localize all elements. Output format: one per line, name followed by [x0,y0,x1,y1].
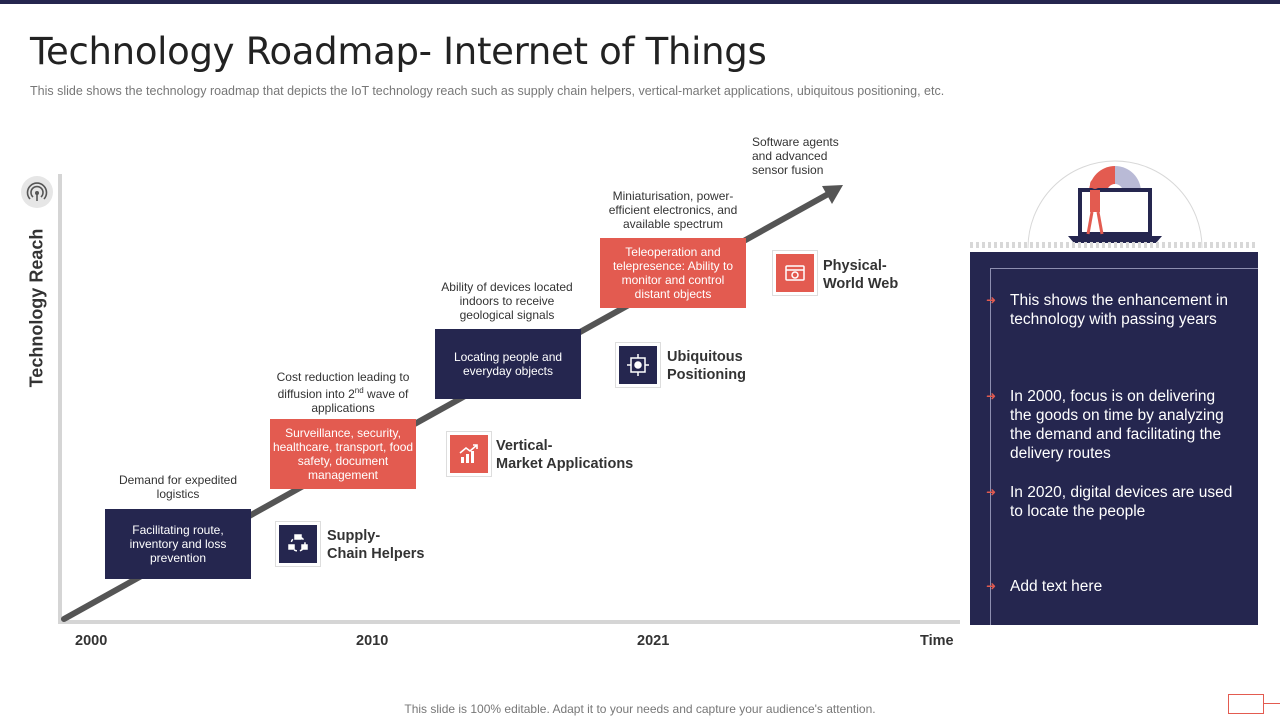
panel-dotted-border [970,242,1258,248]
milestone-vertical-market-line1: Vertical- [496,438,553,454]
panel-bullet-2: ➜ In 2000, focus is on delivering the go… [986,387,1236,463]
step-4-box: Teleoperation and telepresence: Ability … [600,238,746,308]
panel-top-line [990,268,1258,269]
milestone-physical-world-web-line2: World Web [823,276,899,292]
corner-accent-line [1264,703,1280,704]
top-accent-bar [0,0,1280,4]
arrow-right-icon: ➜ [986,579,997,593]
milestone-supply-chain-line1: Supply- [327,528,381,544]
x-tick-2000: 2000 [75,633,108,649]
panel-bullet-2-text: In 2000, focus is on delivering the good… [1010,388,1224,462]
step-1-box: Facilitating route, inventory and loss p… [105,509,251,579]
x-tick-2010: 2010 [356,633,389,649]
milestone-vertical-market: Vertical- Market Applications [496,437,633,473]
milestone-vertical-market-line2: Market Applications [496,456,634,472]
panel-vertical-line [990,268,991,625]
milestone-supply-chain: Supply- Chain Helpers [327,527,425,563]
step-2-box: Surveillance, security, healthcare, tran… [270,419,416,489]
panel-bullet-1-text: This shows the enhancement in technology… [1010,292,1228,328]
step-2-note-superscript: nd [354,386,364,395]
corner-accent-box [1228,694,1264,714]
step-3-box: Locating people and everyday objects [435,329,581,399]
growth-chart-icon [450,435,488,473]
panel-bullet-4[interactable]: ➜ Add text here [986,577,1236,596]
milestone-ubiquitous-positioning-line1: Ubiquitous [667,349,743,365]
y-axis-line [58,174,62,624]
step-3-note: Ability of devices located indoors to re… [441,280,573,322]
page-title: Technology Roadmap- Internet of Things [30,30,767,73]
web-browser-icon [776,254,814,292]
arrow-right-icon: ➜ [986,485,997,499]
arrow-right-icon: ➜ [986,293,997,307]
footer-note: This slide is 100% editable. Adapt it to… [404,702,876,716]
milestone-ubiquitous-positioning-line2: Positioning [667,367,746,383]
milestone-supply-chain-line2: Chain Helpers [327,546,425,562]
step-1-note: Demand for expedited logistics [118,473,238,501]
milestone-ubiquitous-positioning: Ubiquitous Positioning [667,348,746,384]
milestone-physical-world-web: Physical- World Web [823,257,898,293]
x-axis-end-label: Time [920,633,954,649]
milestone-physical-world-web-line1: Physical- [823,258,887,274]
laptop-analytics-illustration [1027,160,1203,249]
step-2-note: Cost reduction leading to diffusion into… [273,370,413,415]
step-2-note-text-end: wave of applications [311,387,409,415]
supply-chain-icon [279,525,317,563]
top-note: Software agents and advanced sensor fusi… [752,135,839,177]
page-subtitle: This slide shows the technology roadmap … [30,84,945,98]
panel-bullet-1: ➜ This shows the enhancement in technolo… [986,291,1236,329]
panel-bullet-3: ➜ In 2020, digital devices are used to l… [986,483,1236,521]
step-4-note: Miniaturisation, power-efficient electro… [608,189,738,231]
signal-icon [21,176,53,208]
x-tick-2021: 2021 [637,633,670,649]
step-2-note-text: Cost reduction leading to diffusion into… [276,370,410,401]
x-axis-line [58,620,960,624]
location-chip-icon [619,346,657,384]
panel-bullet-3-text: In 2020, digital devices are used to loc… [1010,484,1233,520]
info-panel [970,252,1258,625]
panel-bullet-4-text[interactable]: Add text here [1010,578,1103,595]
arrow-right-icon: ➜ [986,389,997,403]
